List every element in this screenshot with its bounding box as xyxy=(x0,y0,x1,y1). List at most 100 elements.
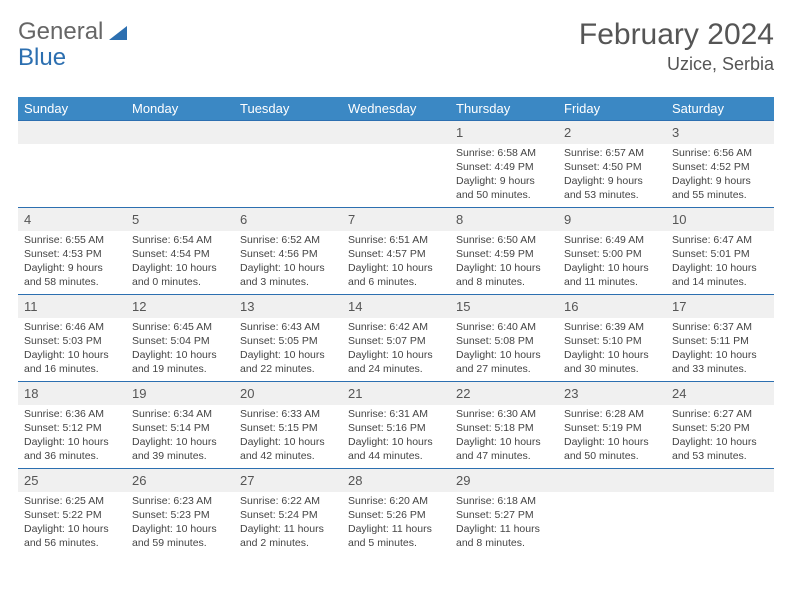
sunset-line: Sunset: 4:49 PM xyxy=(456,160,552,174)
daylight-line: Daylight: 10 hours and 47 minutes. xyxy=(456,435,552,463)
week-content-row: Sunrise: 6:55 AMSunset: 4:53 PMDaylight:… xyxy=(18,231,774,295)
day-cell: Sunrise: 6:56 AMSunset: 4:52 PMDaylight:… xyxy=(666,144,774,208)
day-number-cell xyxy=(666,469,774,492)
day-number: 10 xyxy=(666,208,774,231)
day-number-cell xyxy=(234,121,342,144)
day-number-cell xyxy=(126,121,234,144)
day-number-cell: 13 xyxy=(234,295,342,318)
day-number: 19 xyxy=(126,382,234,405)
calendar-table: SundayMondayTuesdayWednesdayThursdayFrid… xyxy=(18,97,774,556)
day-number: 21 xyxy=(342,382,450,405)
day-cell: Sunrise: 6:51 AMSunset: 4:57 PMDaylight:… xyxy=(342,231,450,295)
day-number: 15 xyxy=(450,295,558,318)
week-number-row: 45678910 xyxy=(18,208,774,231)
day-content: Sunrise: 6:34 AMSunset: 5:14 PMDaylight:… xyxy=(126,405,234,468)
day-number: 18 xyxy=(18,382,126,405)
day-cell: Sunrise: 6:30 AMSunset: 5:18 PMDaylight:… xyxy=(450,405,558,469)
sunrise-line: Sunrise: 6:23 AM xyxy=(132,494,228,508)
day-number-cell: 8 xyxy=(450,208,558,231)
day-header: Tuesday xyxy=(234,97,342,121)
logo-text-general: General xyxy=(18,18,103,46)
daylight-line: Daylight: 11 hours and 2 minutes. xyxy=(240,522,336,550)
week-content-row: Sunrise: 6:46 AMSunset: 5:03 PMDaylight:… xyxy=(18,318,774,382)
sunset-line: Sunset: 5:19 PM xyxy=(564,421,660,435)
sunrise-line: Sunrise: 6:47 AM xyxy=(672,233,768,247)
day-number: 28 xyxy=(342,469,450,492)
day-number-cell: 19 xyxy=(126,382,234,405)
day-cell: Sunrise: 6:37 AMSunset: 5:11 PMDaylight:… xyxy=(666,318,774,382)
day-content: Sunrise: 6:50 AMSunset: 4:59 PMDaylight:… xyxy=(450,231,558,294)
daylight-line: Daylight: 10 hours and 16 minutes. xyxy=(24,348,120,376)
day-number-cell: 17 xyxy=(666,295,774,318)
daylight-line: Daylight: 10 hours and 3 minutes. xyxy=(240,261,336,289)
day-number-cell: 21 xyxy=(342,382,450,405)
day-number: 8 xyxy=(450,208,558,231)
day-number: 23 xyxy=(558,382,666,405)
daylight-line: Daylight: 9 hours and 50 minutes. xyxy=(456,174,552,202)
day-number: 2 xyxy=(558,121,666,144)
day-cell: Sunrise: 6:27 AMSunset: 5:20 PMDaylight:… xyxy=(666,405,774,469)
sunrise-line: Sunrise: 6:28 AM xyxy=(564,407,660,421)
daylight-line: Daylight: 10 hours and 22 minutes. xyxy=(240,348,336,376)
header: General February 2024 Uzice, Serbia xyxy=(18,18,774,75)
sunset-line: Sunset: 5:00 PM xyxy=(564,247,660,261)
day-number: 20 xyxy=(234,382,342,405)
day-content: Sunrise: 6:46 AMSunset: 5:03 PMDaylight:… xyxy=(18,318,126,381)
sunrise-line: Sunrise: 6:52 AM xyxy=(240,233,336,247)
day-content: Sunrise: 6:25 AMSunset: 5:22 PMDaylight:… xyxy=(18,492,126,555)
week-content-row: Sunrise: 6:25 AMSunset: 5:22 PMDaylight:… xyxy=(18,492,774,556)
sunrise-line: Sunrise: 6:57 AM xyxy=(564,146,660,160)
day-number-cell: 16 xyxy=(558,295,666,318)
sunset-line: Sunset: 5:14 PM xyxy=(132,421,228,435)
day-header: Saturday xyxy=(666,97,774,121)
day-number: 26 xyxy=(126,469,234,492)
month-title: February 2024 xyxy=(579,18,774,52)
week-content-row: Sunrise: 6:36 AMSunset: 5:12 PMDaylight:… xyxy=(18,405,774,469)
sunrise-line: Sunrise: 6:40 AM xyxy=(456,320,552,334)
day-number-cell: 24 xyxy=(666,382,774,405)
day-cell: Sunrise: 6:54 AMSunset: 4:54 PMDaylight:… xyxy=(126,231,234,295)
sunset-line: Sunset: 5:01 PM xyxy=(672,247,768,261)
day-content: Sunrise: 6:57 AMSunset: 4:50 PMDaylight:… xyxy=(558,144,666,207)
sunset-line: Sunset: 4:50 PM xyxy=(564,160,660,174)
day-cell xyxy=(558,492,666,556)
day-content: Sunrise: 6:40 AMSunset: 5:08 PMDaylight:… xyxy=(450,318,558,381)
sunset-line: Sunset: 4:53 PM xyxy=(24,247,120,261)
daylight-line: Daylight: 11 hours and 5 minutes. xyxy=(348,522,444,550)
daylight-line: Daylight: 10 hours and 50 minutes. xyxy=(564,435,660,463)
day-number-cell: 2 xyxy=(558,121,666,144)
day-cell xyxy=(666,492,774,556)
day-number: 11 xyxy=(18,295,126,318)
day-number-cell: 25 xyxy=(18,469,126,492)
day-content: Sunrise: 6:39 AMSunset: 5:10 PMDaylight:… xyxy=(558,318,666,381)
day-content: Sunrise: 6:20 AMSunset: 5:26 PMDaylight:… xyxy=(342,492,450,555)
sunrise-line: Sunrise: 6:42 AM xyxy=(348,320,444,334)
day-content: Sunrise: 6:45 AMSunset: 5:04 PMDaylight:… xyxy=(126,318,234,381)
daylight-line: Daylight: 10 hours and 59 minutes. xyxy=(132,522,228,550)
day-number-cell: 1 xyxy=(450,121,558,144)
sunset-line: Sunset: 5:22 PM xyxy=(24,508,120,522)
sunset-line: Sunset: 4:52 PM xyxy=(672,160,768,174)
sunrise-line: Sunrise: 6:31 AM xyxy=(348,407,444,421)
daylight-line: Daylight: 10 hours and 19 minutes. xyxy=(132,348,228,376)
sunrise-line: Sunrise: 6:34 AM xyxy=(132,407,228,421)
day-content: Sunrise: 6:43 AMSunset: 5:05 PMDaylight:… xyxy=(234,318,342,381)
sunrise-line: Sunrise: 6:54 AM xyxy=(132,233,228,247)
sunrise-line: Sunrise: 6:33 AM xyxy=(240,407,336,421)
day-number: 25 xyxy=(18,469,126,492)
day-cell: Sunrise: 6:57 AMSunset: 4:50 PMDaylight:… xyxy=(558,144,666,208)
day-cell: Sunrise: 6:31 AMSunset: 5:16 PMDaylight:… xyxy=(342,405,450,469)
day-number-cell xyxy=(558,469,666,492)
day-number: 12 xyxy=(126,295,234,318)
daylight-line: Daylight: 9 hours and 53 minutes. xyxy=(564,174,660,202)
sunrise-line: Sunrise: 6:20 AM xyxy=(348,494,444,508)
sunset-line: Sunset: 5:15 PM xyxy=(240,421,336,435)
day-cell: Sunrise: 6:39 AMSunset: 5:10 PMDaylight:… xyxy=(558,318,666,382)
day-content: Sunrise: 6:22 AMSunset: 5:24 PMDaylight:… xyxy=(234,492,342,555)
day-number-cell: 26 xyxy=(126,469,234,492)
day-cell: Sunrise: 6:18 AMSunset: 5:27 PMDaylight:… xyxy=(450,492,558,556)
day-content: Sunrise: 6:27 AMSunset: 5:20 PMDaylight:… xyxy=(666,405,774,468)
sunrise-line: Sunrise: 6:30 AM xyxy=(456,407,552,421)
day-cell: Sunrise: 6:47 AMSunset: 5:01 PMDaylight:… xyxy=(666,231,774,295)
sunset-line: Sunset: 5:16 PM xyxy=(348,421,444,435)
